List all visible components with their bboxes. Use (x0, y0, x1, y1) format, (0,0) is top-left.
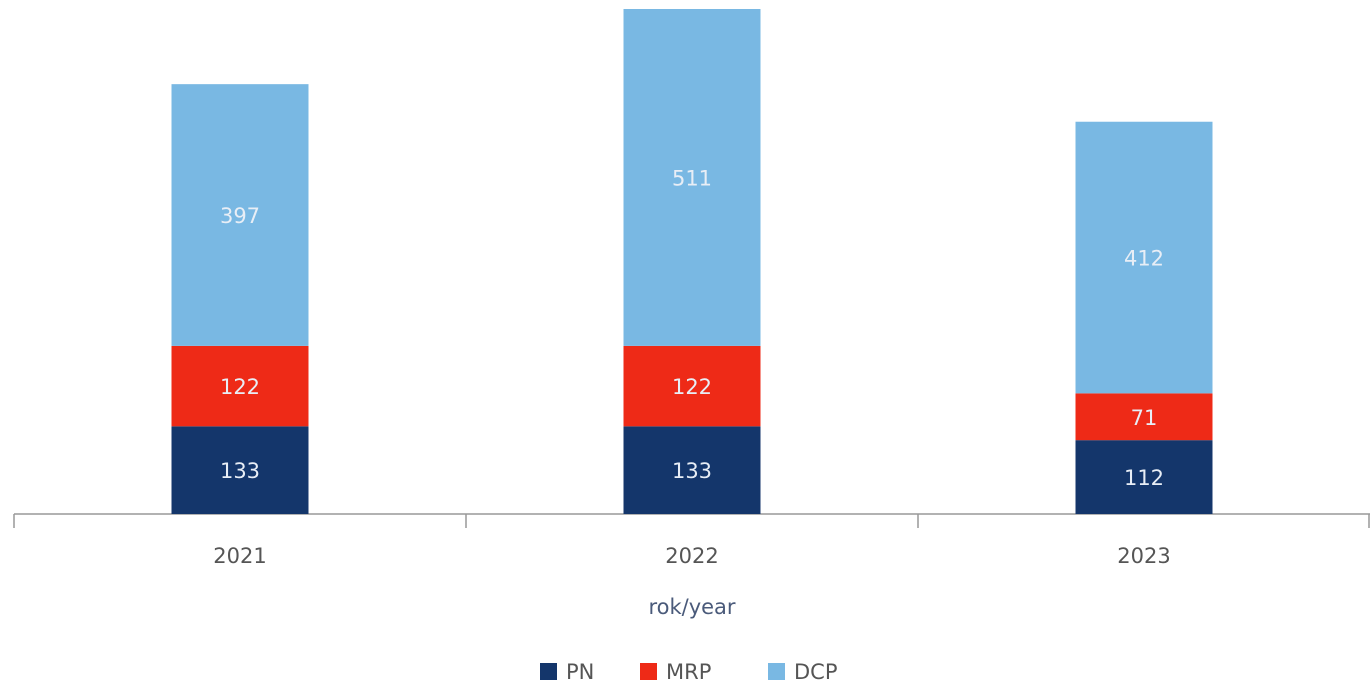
bar-segment (623, 345, 761, 427)
x-tick-label: 2021 (213, 544, 266, 568)
data-label: 71 (1131, 406, 1158, 430)
data-label: 412 (1124, 247, 1164, 271)
legend-swatch (768, 663, 785, 680)
legend-label: MRP (666, 660, 711, 684)
data-label: 122 (220, 375, 260, 399)
bar-segment (171, 426, 309, 514)
bar-segment (171, 345, 309, 427)
data-label: 133 (672, 459, 712, 483)
legend-label: DCP (794, 660, 838, 684)
data-label: 511 (672, 166, 712, 190)
bar-segment (623, 9, 761, 346)
x-axis-label: rok/year (648, 595, 735, 619)
data-label: 112 (1124, 466, 1164, 490)
legend-swatch (640, 663, 657, 680)
bar-segment (623, 426, 761, 514)
data-label: 122 (672, 375, 712, 399)
legend-swatch (540, 663, 557, 680)
bar-segment (171, 84, 309, 346)
bar-segment (1075, 440, 1213, 514)
x-tick-label: 2022 (665, 544, 718, 568)
data-label: 397 (220, 204, 260, 228)
bar-segment (1075, 393, 1213, 441)
bar-segment (1075, 121, 1213, 394)
data-label: 133 (220, 459, 260, 483)
legend-label: PN (566, 660, 594, 684)
x-tick-label: 2023 (1117, 544, 1170, 568)
